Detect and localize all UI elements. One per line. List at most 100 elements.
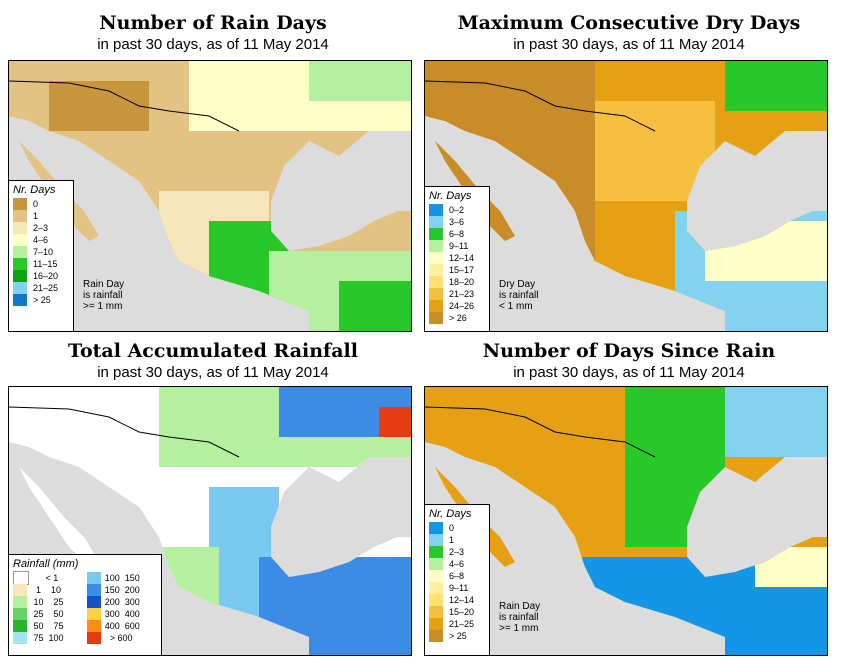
legend-item: 25 50 xyxy=(13,608,81,620)
legend-swatch xyxy=(13,596,27,608)
map-total-rainfall: Rainfall (mm) < 1 1 10 10 25 25 50 50 75… xyxy=(8,386,412,656)
legend-item: 15–17 xyxy=(429,264,489,276)
legend-label: 16–20 xyxy=(33,271,59,281)
legend-col-right: 100 150 150 200 200 300 300 400 400 600 > 60… xyxy=(86,572,157,644)
legend: Nr. Days 0 1 2–3 4–6 7–10 11–15 16–20 21–25 > 25 xyxy=(9,180,74,331)
legend-swatch xyxy=(13,270,27,282)
note-line: Dry Day xyxy=(499,279,536,290)
legend-label: 6–8 xyxy=(449,229,465,239)
legend-item: 21–23 xyxy=(429,288,489,300)
legend-swatch xyxy=(429,300,443,312)
legend: Nr. Days 0 1 2–3 4–6 6–8 9–11 12–14 15–20 21–25 >… xyxy=(425,504,490,655)
legend-swatch xyxy=(429,312,443,324)
map-rain-days: Nr. Days 0 1 2–3 4–6 7–10 11–15 16–20 21–25 > 25… xyxy=(8,60,412,332)
legend-item: 150 200 xyxy=(86,584,157,596)
legend-label: 15–20 xyxy=(449,607,475,617)
legend-swatch xyxy=(86,608,101,620)
legend-item: 11–15 xyxy=(13,258,73,270)
legend-swatch xyxy=(13,294,27,306)
legend: Rainfall (mm) < 1 1 10 10 25 25 50 50 75… xyxy=(9,554,162,655)
legend-swatch xyxy=(429,264,443,276)
panel-days-since-rain: Number of Days Since Rain in past 30 day… xyxy=(424,326,834,656)
legend-note: Rain Day is rainfall >= 1 mm xyxy=(499,601,540,634)
legend-item: 10 25 xyxy=(13,596,81,608)
legend-item: > 26 xyxy=(429,312,489,324)
legend-swatch xyxy=(13,258,27,270)
legend-item: > 25 xyxy=(13,294,73,306)
legend-swatch xyxy=(429,228,443,240)
legend-label: > 25 xyxy=(449,631,467,641)
legend-swatch xyxy=(86,632,101,644)
legend-item: 2–3 xyxy=(429,546,489,558)
panel-subtitle: in past 30 days, as of 11 May 2014 xyxy=(97,364,329,381)
legend-label: > 26 xyxy=(449,313,467,323)
map-canvas xyxy=(9,61,411,331)
legend-label: 2–3 xyxy=(449,547,465,557)
legend-item: 0 xyxy=(13,198,73,210)
legend-item: 4–6 xyxy=(13,234,73,246)
legend-item: 15–20 xyxy=(429,606,489,618)
legend-swatch xyxy=(429,216,443,228)
legend-item: 4–6 xyxy=(429,558,489,570)
legend-swatch xyxy=(429,570,443,582)
panel-rain-days: Number of Rain Days in past 30 days, as … xyxy=(8,0,418,332)
legend-swatch xyxy=(13,282,27,294)
legend-item: 12–14 xyxy=(429,594,489,606)
note-line: < 1 mm xyxy=(499,301,533,312)
legend-label: 11–15 xyxy=(33,259,58,269)
legend-label: 10 25 xyxy=(31,597,64,607)
legend-title: Nr. Days xyxy=(429,190,472,202)
legend-label: 75 100 xyxy=(31,633,64,643)
legend-swatch xyxy=(13,584,27,596)
legend-label: 100 150 xyxy=(104,573,140,583)
legend-item: > 600 xyxy=(86,632,157,644)
legend-label: 21–25 xyxy=(449,619,475,629)
legend-item: 3–6 xyxy=(429,216,489,228)
legend-swatch xyxy=(429,558,443,570)
legend-swatch xyxy=(13,620,27,632)
legend-label: 1 xyxy=(449,535,455,545)
legend-swatch xyxy=(13,571,29,585)
map-days-since-rain: Nr. Days 0 1 2–3 4–6 6–8 9–11 12–14 15–20 21–25 >… xyxy=(424,386,828,656)
panel-title: Total Accumulated Rainfall xyxy=(68,340,358,362)
legend-title: Nr. Days xyxy=(13,184,56,196)
legend-swatch xyxy=(429,288,443,300)
legend-label: 150 200 xyxy=(104,585,140,595)
note-line: Rain Day xyxy=(499,601,541,612)
panel-total-rainfall: Total Accumulated Rainfall in past 30 da… xyxy=(8,326,418,656)
legend-swatch xyxy=(13,198,27,210)
note-line: is rainfall xyxy=(499,612,539,623)
legend-grid: < 1 1 10 10 25 25 50 50 75 75 100 100 15… xyxy=(13,571,157,644)
legend-item: < 1 xyxy=(13,571,81,585)
legend-item: 12–14 xyxy=(429,252,489,264)
legend-swatch xyxy=(13,210,27,222)
legend-label: > 600 xyxy=(104,633,133,643)
legend-label: 21–23 xyxy=(449,289,475,299)
legend-item: 21–25 xyxy=(13,282,73,294)
panel-subtitle: in past 30 days, as of 11 May 2014 xyxy=(513,364,745,381)
legend-item: > 25 xyxy=(429,630,489,642)
map-canvas xyxy=(425,387,827,655)
legend-item: 9–11 xyxy=(429,240,489,252)
legend-item: 0–2 xyxy=(429,204,489,216)
legend-swatch xyxy=(13,222,27,234)
legend-label: 7–10 xyxy=(33,247,54,257)
legend-swatch xyxy=(429,582,443,594)
legend-item: 21–25 xyxy=(429,618,489,630)
legend-label: 21–25 xyxy=(33,283,59,293)
legend-item: 7–10 xyxy=(13,246,73,258)
legend-list: 0 1 2–3 4–6 6–8 9–11 12–14 15–20 21–25 > 25 xyxy=(425,522,489,642)
legend-item: 18–20 xyxy=(429,276,489,288)
legend-swatch xyxy=(429,240,443,252)
legend-list: 0 1 2–3 4–6 7–10 11–15 16–20 21–25 > 25 xyxy=(9,198,73,306)
legend-label: > 25 xyxy=(33,295,51,305)
legend-swatch xyxy=(429,606,443,618)
legend-note: Rain Day is rainfall >= 1 mm xyxy=(83,279,124,312)
legend-swatch xyxy=(429,534,443,546)
legend-item: 24–26 xyxy=(429,300,489,312)
legend-item: 75 100 xyxy=(13,632,81,644)
legend-label: 50 75 xyxy=(31,621,64,631)
legend-swatch xyxy=(13,608,27,620)
legend-item: 6–8 xyxy=(429,228,489,240)
legend-title: Nr. Days xyxy=(429,508,472,520)
